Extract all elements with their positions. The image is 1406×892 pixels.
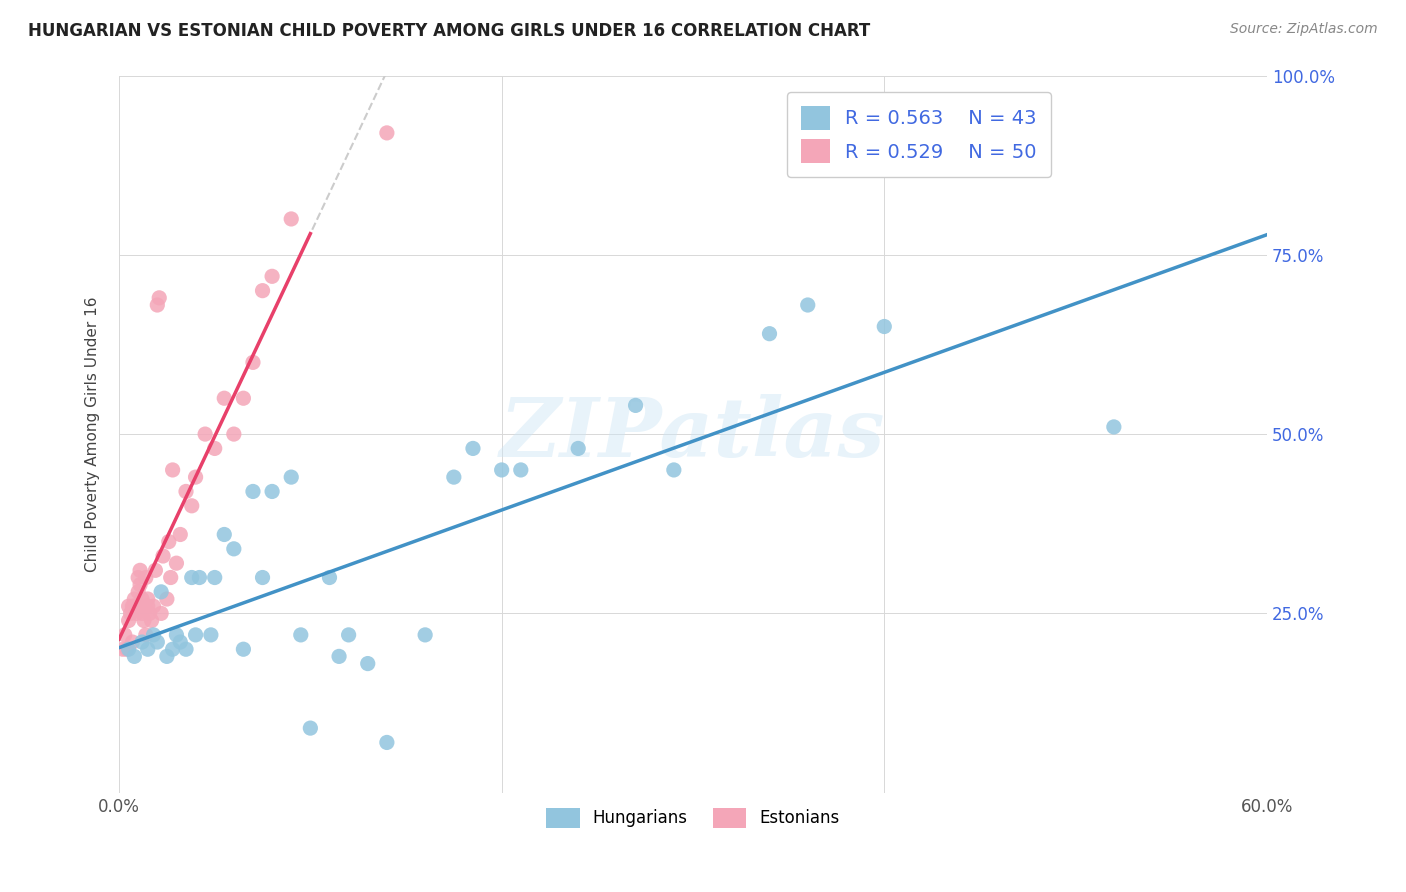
Point (337, 628, 360, 642)
Point (509, 463, 531, 477)
Point (204, 570, 226, 584)
Point (121, 635, 143, 649)
Point (120, 607, 142, 621)
Point (157, 534, 180, 549)
Point (148, 291, 170, 305)
Point (184, 628, 207, 642)
Point (262, 269, 284, 284)
Text: ZIPatlas: ZIPatlas (501, 394, 886, 474)
Point (252, 570, 274, 584)
Point (132, 599, 155, 614)
Point (797, 298, 820, 312)
Point (184, 470, 207, 484)
Point (318, 570, 340, 584)
Point (136, 599, 159, 614)
Point (125, 607, 148, 621)
Point (162, 642, 184, 657)
Point (156, 649, 179, 664)
Point (204, 442, 226, 456)
Point (222, 541, 245, 556)
Point (129, 563, 152, 577)
Point (328, 649, 350, 664)
Point (188, 570, 211, 584)
Point (1102, 420, 1125, 434)
Point (299, 721, 322, 735)
Point (117, 614, 139, 628)
Point (136, 642, 159, 657)
Point (169, 635, 191, 649)
Point (443, 470, 465, 484)
Point (138, 607, 160, 621)
Point (242, 484, 264, 499)
Point (491, 463, 513, 477)
Point (132, 614, 155, 628)
Point (624, 398, 647, 412)
Text: Source: ZipAtlas.com: Source: ZipAtlas.com (1230, 22, 1378, 37)
Point (136, 592, 159, 607)
Point (146, 298, 169, 312)
Point (127, 570, 149, 584)
Point (131, 592, 153, 607)
Point (194, 427, 217, 442)
Point (375, 735, 398, 749)
Point (165, 628, 187, 642)
Text: HUNGARIAN VS ESTONIAN CHILD POVERTY AMONG GIRLS UNDER 16 CORRELATION CHART: HUNGARIAN VS ESTONIAN CHILD POVERTY AMON… (28, 22, 870, 40)
Point (262, 484, 284, 499)
Point (461, 442, 484, 456)
Point (214, 527, 236, 541)
Point (156, 592, 179, 607)
Legend: Hungarians, Estonians: Hungarians, Estonians (540, 801, 846, 835)
Point (129, 577, 152, 591)
Point (242, 355, 264, 369)
Point (180, 570, 202, 584)
Point (152, 549, 174, 563)
Point (142, 628, 165, 642)
Point (214, 391, 236, 405)
Point (131, 607, 153, 621)
Point (124, 649, 146, 664)
Point (114, 628, 136, 642)
Point (174, 642, 197, 657)
Point (127, 585, 149, 599)
Point (162, 463, 184, 477)
Point (146, 635, 169, 649)
Point (662, 463, 685, 477)
Point (142, 599, 165, 614)
Y-axis label: Child Poverty Among Girls Under 16: Child Poverty Among Girls Under 16 (86, 296, 100, 572)
Point (413, 628, 436, 642)
Point (758, 326, 780, 341)
Point (165, 556, 187, 570)
Point (169, 527, 191, 541)
Point (200, 628, 222, 642)
Point (117, 599, 139, 614)
Point (124, 592, 146, 607)
Point (232, 642, 254, 657)
Point (174, 484, 197, 499)
Point (252, 284, 274, 298)
Point (145, 563, 167, 577)
Point (357, 657, 380, 671)
Point (222, 427, 245, 442)
Point (290, 628, 312, 642)
Point (280, 211, 302, 226)
Point (131, 635, 153, 649)
Point (111, 642, 134, 657)
Point (159, 570, 181, 584)
Point (280, 470, 302, 484)
Point (375, 126, 398, 140)
Point (135, 628, 157, 642)
Point (124, 599, 146, 614)
Point (121, 599, 143, 614)
Point (135, 570, 157, 584)
Point (180, 499, 202, 513)
Point (232, 391, 254, 405)
Point (150, 585, 173, 599)
Point (567, 442, 589, 456)
Point (150, 607, 173, 621)
Point (117, 642, 139, 657)
Point (115, 642, 138, 657)
Point (873, 319, 896, 334)
Point (141, 614, 163, 628)
